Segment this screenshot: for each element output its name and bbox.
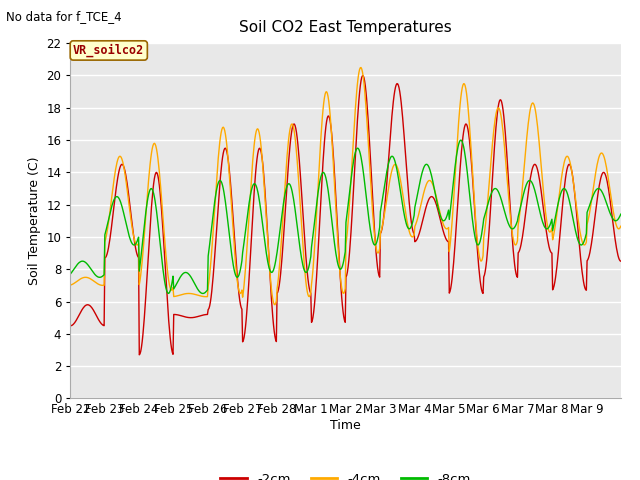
Text: VR_soilco2: VR_soilco2 [73,44,145,57]
Y-axis label: Soil Temperature (C): Soil Temperature (C) [28,156,41,285]
Legend: -2cm, -4cm, -8cm: -2cm, -4cm, -8cm [215,468,476,480]
Title: Soil CO2 East Temperatures: Soil CO2 East Temperatures [239,20,452,35]
Text: No data for f_TCE_4: No data for f_TCE_4 [6,10,122,23]
X-axis label: Time: Time [330,419,361,432]
